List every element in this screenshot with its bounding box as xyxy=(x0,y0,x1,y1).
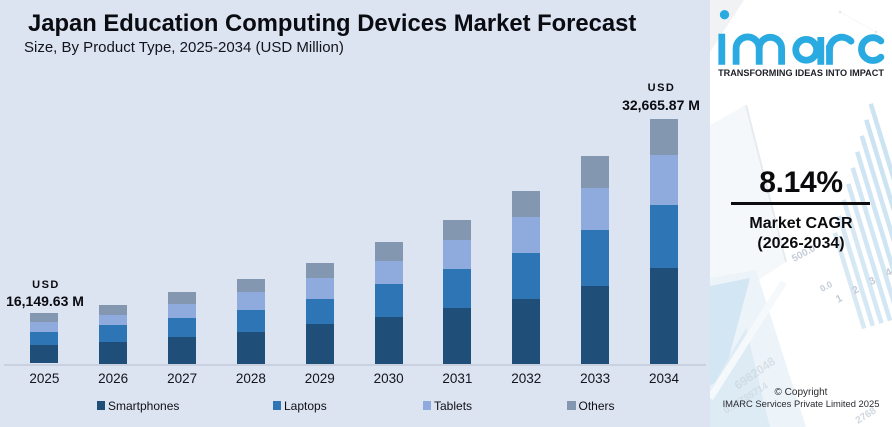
svg-text:0.0: 0.0 xyxy=(818,279,834,294)
